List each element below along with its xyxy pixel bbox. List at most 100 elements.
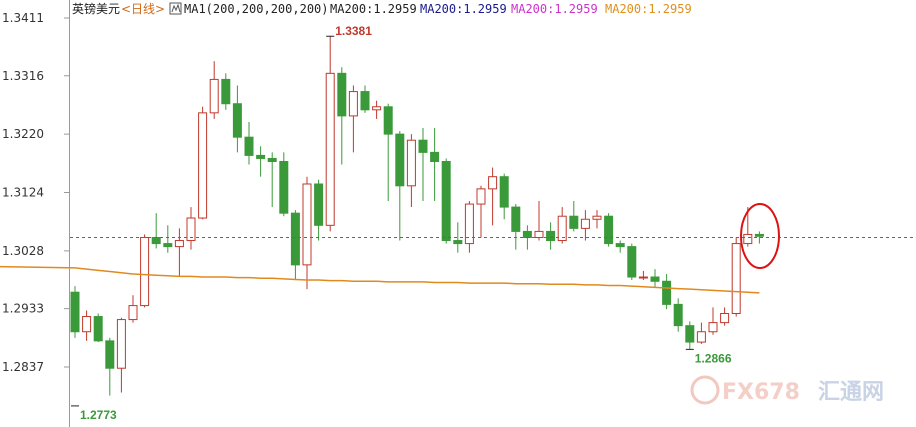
candle-body — [221, 78, 231, 105]
candle-body — [673, 303, 683, 327]
candle-body — [569, 215, 579, 229]
candle — [93, 313, 103, 343]
candle-body — [360, 91, 370, 111]
candle-body — [140, 236, 150, 307]
annotation-label: 1.3381 — [335, 24, 372, 38]
candle — [105, 337, 115, 396]
y-tick-label: 1.3028 — [2, 244, 44, 258]
candle — [638, 270, 648, 281]
candle — [290, 210, 300, 281]
candle-body — [708, 322, 718, 333]
ma200-line — [0, 265, 760, 294]
candle — [662, 273, 672, 310]
watermark: FX678 汇通网 — [690, 375, 884, 405]
watermark-cn: 汇通网 — [818, 380, 884, 405]
y-tick-label: 1.2837 — [2, 360, 44, 374]
candle — [569, 201, 579, 232]
candle-body — [267, 157, 277, 162]
candle — [116, 317, 126, 393]
candle-body — [406, 139, 416, 187]
candle-body — [186, 217, 196, 242]
candle — [209, 61, 219, 119]
candle-body — [348, 91, 358, 117]
candle — [174, 228, 184, 278]
candle — [592, 210, 602, 229]
candle-body — [337, 72, 347, 117]
candle-body — [383, 106, 393, 135]
candle-body — [116, 319, 126, 369]
candle — [140, 234, 150, 308]
candle-body — [650, 276, 660, 282]
candle-body — [662, 280, 672, 305]
candle — [348, 85, 358, 153]
legend-period: <日线> — [121, 2, 165, 16]
candle-body — [418, 139, 428, 153]
candle-body — [441, 160, 451, 242]
candle — [464, 201, 474, 253]
candle-body — [151, 236, 161, 245]
y-tick-label: 1.3411 — [2, 11, 44, 25]
extreme-annotations: 1.3381 1.2773 1.2866 — [71, 24, 732, 422]
candle-body — [546, 230, 556, 242]
candle — [627, 243, 637, 281]
candle — [221, 73, 231, 110]
candle — [546, 222, 556, 250]
legend-ma-item-4: MA200:1.2959 — [605, 2, 692, 16]
ma-config-icon[interactable] — [169, 2, 182, 15]
candle-body — [522, 230, 532, 238]
watermark-logo-icon — [690, 375, 720, 405]
candle-body — [430, 151, 440, 162]
candle-body — [302, 183, 312, 266]
candle-body — [743, 233, 753, 245]
candle — [488, 167, 498, 226]
candle — [743, 207, 753, 247]
candle-body — [314, 183, 324, 226]
candle-series — [70, 36, 764, 396]
candle — [360, 85, 370, 113]
candle — [580, 210, 590, 241]
candle — [163, 225, 173, 253]
candle-body — [395, 133, 405, 187]
candle-body — [209, 78, 219, 114]
candle — [372, 100, 382, 119]
candle — [441, 158, 451, 244]
candle — [731, 237, 741, 317]
candle-body — [93, 316, 103, 342]
candle — [499, 173, 509, 220]
candle-body — [464, 203, 474, 245]
candle-body — [82, 316, 92, 333]
candle — [406, 134, 416, 208]
candle — [244, 121, 254, 165]
candle-body — [163, 243, 173, 248]
legend: 英镑美元 <日线> MA1(200,200,200,200) MA200:1.2… — [72, 1, 692, 16]
candle — [720, 307, 730, 326]
candle-body — [325, 72, 335, 226]
legend-ma-item-3: MA200:1.2959 — [511, 2, 598, 16]
candle — [453, 222, 463, 253]
candle — [754, 231, 764, 244]
candle — [395, 131, 405, 241]
candle — [430, 128, 440, 202]
candle — [302, 176, 312, 290]
candle — [256, 146, 266, 177]
candle — [685, 321, 695, 350]
annotation-label: 1.2866 — [695, 351, 732, 365]
legend-ma1: MA1(200,200,200,200) — [184, 2, 329, 16]
candle-body — [279, 160, 289, 214]
candle-body — [128, 305, 138, 321]
candle — [70, 286, 80, 338]
candle-body — [604, 215, 614, 245]
candle — [186, 207, 196, 250]
candle-body — [615, 243, 625, 248]
candle-body — [232, 103, 242, 138]
legend-ma-item-2: MA200:1.2959 — [420, 2, 507, 16]
candle — [325, 36, 335, 232]
candle-body — [557, 215, 567, 242]
candle-body — [70, 291, 80, 333]
candle-body — [511, 206, 521, 232]
candle — [279, 152, 289, 217]
candle — [615, 240, 625, 253]
candle-body — [580, 218, 590, 229]
